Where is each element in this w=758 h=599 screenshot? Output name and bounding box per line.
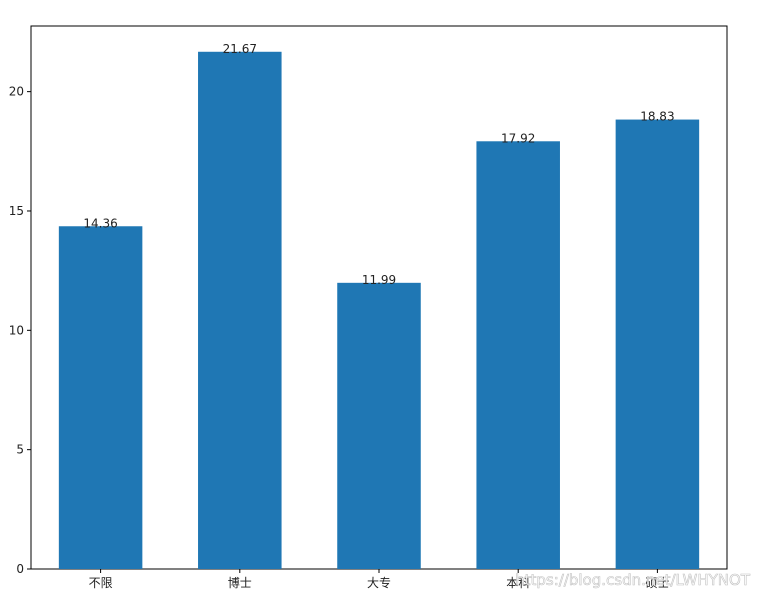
x-tick-label: 本科 (506, 576, 530, 590)
x-tick-label: 不限 (89, 576, 113, 590)
x-tick-label: 博士 (228, 575, 252, 590)
bar (58, 226, 143, 569)
x-tick-label: 硕士 (645, 576, 669, 590)
value-label: 18.83 (640, 110, 674, 124)
value-label: 21.67 (223, 42, 257, 56)
y-tick-label: 5 (16, 443, 24, 457)
bar (198, 51, 282, 569)
x-tick-label: 大专 (367, 575, 391, 590)
watermark: https://blog.csdn.net/LWHYNOT (515, 571, 751, 589)
value-label: 14.36 (83, 216, 117, 230)
y-tick-label: 15 (9, 204, 24, 218)
bar (337, 282, 421, 569)
bar (615, 119, 700, 569)
y-tick-label: 10 (9, 323, 24, 337)
y-tick-label: 20 (9, 85, 24, 99)
bar (476, 141, 560, 569)
value-label: 11.99 (362, 273, 396, 287)
y-tick-label: 0 (16, 562, 24, 576)
value-label: 17.92 (501, 131, 535, 145)
